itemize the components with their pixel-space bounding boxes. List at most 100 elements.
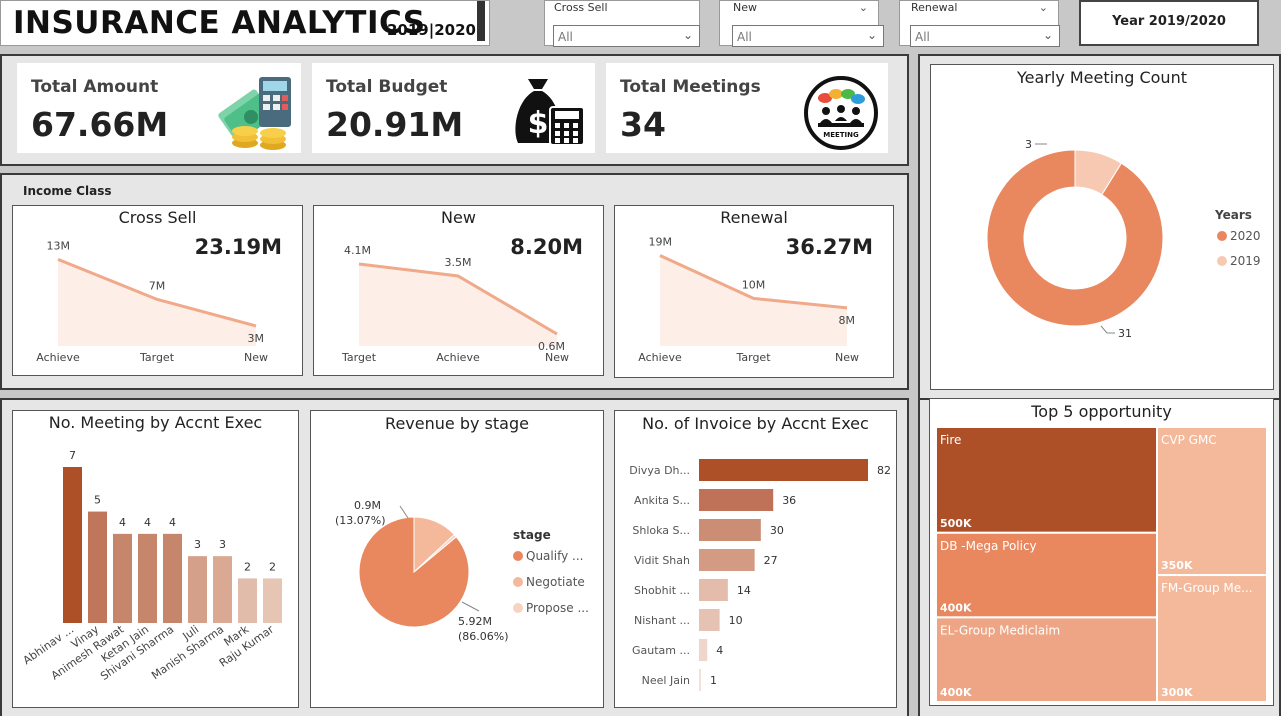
tile-label: FM-Group Me... xyxy=(1161,581,1253,595)
data-label: 7M xyxy=(149,279,166,292)
slicer-renewal[interactable]: Renewal ⌄ All ⌄ xyxy=(899,0,1060,47)
treemap-tile xyxy=(935,616,1158,703)
card-yearly-meeting: Yearly Meeting Count 3 31 Years 2020 2019 xyxy=(930,64,1274,390)
data-label: 0.6M xyxy=(538,340,565,353)
donut-slice xyxy=(1074,149,1123,196)
data-label: 4 xyxy=(144,516,151,529)
data-label: 7 xyxy=(69,449,76,462)
bar xyxy=(88,511,107,623)
tick-label: Achieve xyxy=(436,351,480,364)
area-line xyxy=(358,262,558,336)
tile-value: 400K xyxy=(940,601,972,614)
card-top-opportunity: Top 5 opportunity Fire 500K DB -Mega Polic… xyxy=(929,398,1274,706)
card-title: Top 5 opportunity xyxy=(1031,402,1172,421)
bar xyxy=(699,669,702,691)
slicer-label: New xyxy=(733,1,757,14)
tick-label: Vidit Shah xyxy=(634,554,690,567)
slicer-dropdown-new[interactable]: All ⌄ xyxy=(732,25,884,47)
tick-label: New xyxy=(835,351,859,364)
data-label: 3.5M xyxy=(445,256,472,269)
card-title: Cross Sell xyxy=(118,208,197,227)
tick-label: New xyxy=(244,351,268,364)
data-label: 4 xyxy=(119,516,126,529)
tick-label: Shobhit ... xyxy=(634,584,690,597)
tile-value: 350K xyxy=(1161,559,1193,572)
slicer-value: All xyxy=(915,30,930,44)
tick-label: New xyxy=(545,351,569,364)
bar xyxy=(699,549,755,571)
chevron-down-icon[interactable]: ⌄ xyxy=(682,28,693,42)
data-label: 27 xyxy=(764,554,778,567)
tick-label: Neel Jain xyxy=(642,674,690,687)
card-renewal: Renewal 36.27M 19M Achieve 10M Target 8M New xyxy=(614,205,894,378)
tick-label: Gautam ... xyxy=(632,644,690,657)
chevron-down-icon[interactable]: ⌄ xyxy=(858,1,868,14)
tile-value: 300K xyxy=(1161,686,1193,699)
page-year-range: 2019|2020 xyxy=(387,21,476,39)
page-title: INSURANCE ANALYTICS xyxy=(13,5,426,41)
chart-total: 8.20M xyxy=(510,235,583,259)
data-label: 4 xyxy=(169,516,176,529)
data-label: 13M xyxy=(47,239,71,252)
area-fill xyxy=(359,264,557,346)
donut-chart-years: 3 31 Years 2020 2019 xyxy=(986,138,1261,340)
tick-label: Nishant ... xyxy=(634,614,690,627)
tick-label: Shloka S... xyxy=(632,524,690,537)
legend-title: Years xyxy=(1214,208,1252,222)
card-revenue-by-stage: Revenue by stage 5.92M (86.06%) 0.9M (13.07… xyxy=(310,410,604,708)
card-new: New 8.20M 4.1M Target 3.5M Achieve 0.6M New xyxy=(313,205,604,376)
kpi-value: 20.91M xyxy=(326,105,464,144)
bar xyxy=(238,578,257,623)
data-label: 14 xyxy=(737,584,751,597)
kpi-value: 34 xyxy=(620,105,666,144)
slicer-value: All xyxy=(737,30,752,44)
bar xyxy=(699,489,774,511)
bar xyxy=(699,579,728,601)
treemap-tile xyxy=(1156,574,1268,703)
card-title: Revenue by stage xyxy=(385,414,529,433)
legend-marker xyxy=(513,603,523,613)
slicer-value: All xyxy=(558,30,573,44)
legend-label: 2019 xyxy=(1230,254,1261,268)
area-chart-cross-sell: 23.19M 13M Achieve 7M Target 3M New xyxy=(36,235,282,364)
data-label: 10 xyxy=(729,614,743,627)
area-fill xyxy=(58,259,256,346)
legend-title: stage xyxy=(513,528,551,542)
card-title: New xyxy=(441,208,476,227)
kpi-label: Total Amount xyxy=(31,77,159,97)
year-button[interactable]: Year 2019/2020 xyxy=(1079,0,1259,46)
tick-label: Achieve xyxy=(638,351,682,364)
tick-label: Target xyxy=(341,351,377,364)
data-label: 19M xyxy=(649,236,673,249)
slicer-new[interactable]: New ⌄ All ⌄ xyxy=(719,0,884,47)
card-meeting-by-exec: No. Meeting by Accnt Exec 7 Abhinav ... 5 V… xyxy=(12,410,299,708)
tile-label: DB -Mega Policy xyxy=(940,539,1037,553)
pie-slice xyxy=(413,533,457,573)
chevron-down-icon[interactable]: ⌄ xyxy=(1038,1,1048,14)
slicer-dropdown-renewal[interactable]: All ⌄ xyxy=(910,25,1060,47)
data-label: 3 xyxy=(219,538,226,551)
title-divider xyxy=(477,1,485,41)
card-title: Renewal xyxy=(720,208,788,227)
data-label: 10M xyxy=(742,278,766,291)
data-label: 1 xyxy=(710,674,717,687)
slicer-dropdown-cross-sell[interactable]: All ⌄ xyxy=(553,25,700,47)
chevron-down-icon[interactable]: ⌄ xyxy=(866,28,877,42)
data-label: 0.9M xyxy=(354,499,381,512)
tile-label: CVP GMC xyxy=(1161,433,1217,447)
data-label: 82 xyxy=(877,464,891,477)
pie-chart-revenue: 5.92M (86.06%) 0.9M (13.07%) stage Qualify ..… xyxy=(335,499,589,643)
card-invoice-by-exec: No. of Invoice by Accnt Exec 82 Divya Dh.… xyxy=(614,410,897,708)
leader-line xyxy=(1100,325,1108,334)
chevron-down-icon[interactable]: ⌄ xyxy=(1042,28,1053,42)
data-label: 2 xyxy=(269,560,276,573)
area-chart-renewal: 36.27M 19M Achieve 10M Target 8M New xyxy=(638,235,873,364)
slicer-cross-sell[interactable]: Cross Sell All ⌄ xyxy=(544,0,700,47)
bar xyxy=(213,556,232,623)
tick-label: Ankita S... xyxy=(634,494,690,507)
kpi-value: 67.66M xyxy=(31,105,169,144)
tick-label: Divya Dh... xyxy=(629,464,690,477)
data-label: 5 xyxy=(94,494,101,507)
